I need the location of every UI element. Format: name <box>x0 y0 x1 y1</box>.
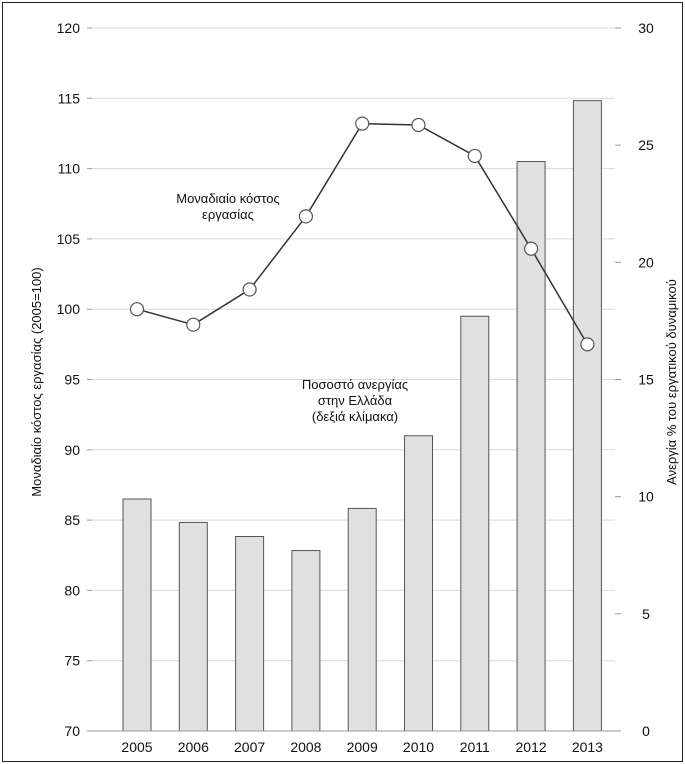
left-axis-tick-label: 70 <box>64 723 80 739</box>
bar-annotation-1: Ποσοστό ανεργίας <box>302 377 408 392</box>
bar-annotation-3: (δεξιά κλίμακα) <box>312 409 398 424</box>
line-point <box>129 302 145 317</box>
x-axis: 2005 2006 2007 2008 2009 2010 2011 2012 2013 <box>92 730 615 755</box>
left-axis-tick-label: 95 <box>64 372 80 388</box>
left-axis-tick-label: 105 <box>57 231 81 247</box>
right-axis-tick-label: 10 <box>638 489 654 505</box>
line-point <box>186 317 201 332</box>
bar <box>572 100 602 732</box>
bars <box>122 100 602 732</box>
right-axis-tick-label: 25 <box>638 137 654 153</box>
bar <box>347 507 377 732</box>
bar <box>235 536 265 732</box>
right-axis-tick-label: 15 <box>638 372 654 388</box>
x-axis-tick-label: 2010 <box>403 739 434 755</box>
left-axis-tick-label: 80 <box>64 582 80 598</box>
line-annotation-2: εργασίας <box>202 207 254 222</box>
left-axis-tick-label: 75 <box>64 653 80 669</box>
bar-annotation-2: στην Ελλάδα <box>318 393 393 408</box>
line-point <box>242 282 257 297</box>
x-axis-tick-label: 2006 <box>178 739 209 755</box>
line-point <box>580 337 595 352</box>
left-axis-tick-label: 85 <box>64 512 80 528</box>
x-axis-tick-label: 2009 <box>347 739 378 755</box>
bar <box>404 435 433 732</box>
line-point <box>467 148 482 164</box>
left-axis-tick-label: 120 <box>57 20 81 36</box>
line-point <box>523 241 539 256</box>
right-axis-tick-label: 5 <box>642 606 650 622</box>
left-axis-tick-label: 110 <box>58 161 81 177</box>
x-axis-tick-label: 2007 <box>234 739 265 755</box>
right-axis-tick-label: 30 <box>638 20 654 36</box>
line-series <box>129 116 595 352</box>
line-point <box>411 117 426 133</box>
right-axis: 0 5 10 15 20 25 30 <box>615 20 654 739</box>
right-axis-label: Ανεργία % του εργατικού δυναμικού <box>664 279 679 485</box>
bar <box>122 498 152 732</box>
line-annotation-1: Μοναδιαίο κόστος <box>176 191 280 206</box>
right-axis-tick-label: 0 <box>642 723 650 739</box>
bar <box>178 521 208 732</box>
bar <box>291 550 321 732</box>
left-axis: 70 75 80 85 90 95 100 105 110 115 120 <box>57 20 92 739</box>
bar <box>460 315 490 732</box>
x-axis-tick-label: 2013 <box>572 739 603 755</box>
x-axis-tick-label: 2008 <box>290 739 321 755</box>
left-axis-tick-label: 115 <box>58 90 81 106</box>
left-axis-tick-label: 100 <box>57 301 81 317</box>
line-point <box>355 116 370 131</box>
right-axis-tick-label: 20 <box>638 254 654 270</box>
left-axis-tick-label: 90 <box>64 442 80 458</box>
x-axis-tick-label: 2005 <box>121 739 152 755</box>
left-axis-label: Μοναδιαίο κόστος εργασίας (2005=100) <box>29 267 44 496</box>
x-axis-tick-label: 2011 <box>460 739 490 755</box>
x-axis-tick-label: 2012 <box>516 739 547 755</box>
line-point <box>298 209 313 224</box>
